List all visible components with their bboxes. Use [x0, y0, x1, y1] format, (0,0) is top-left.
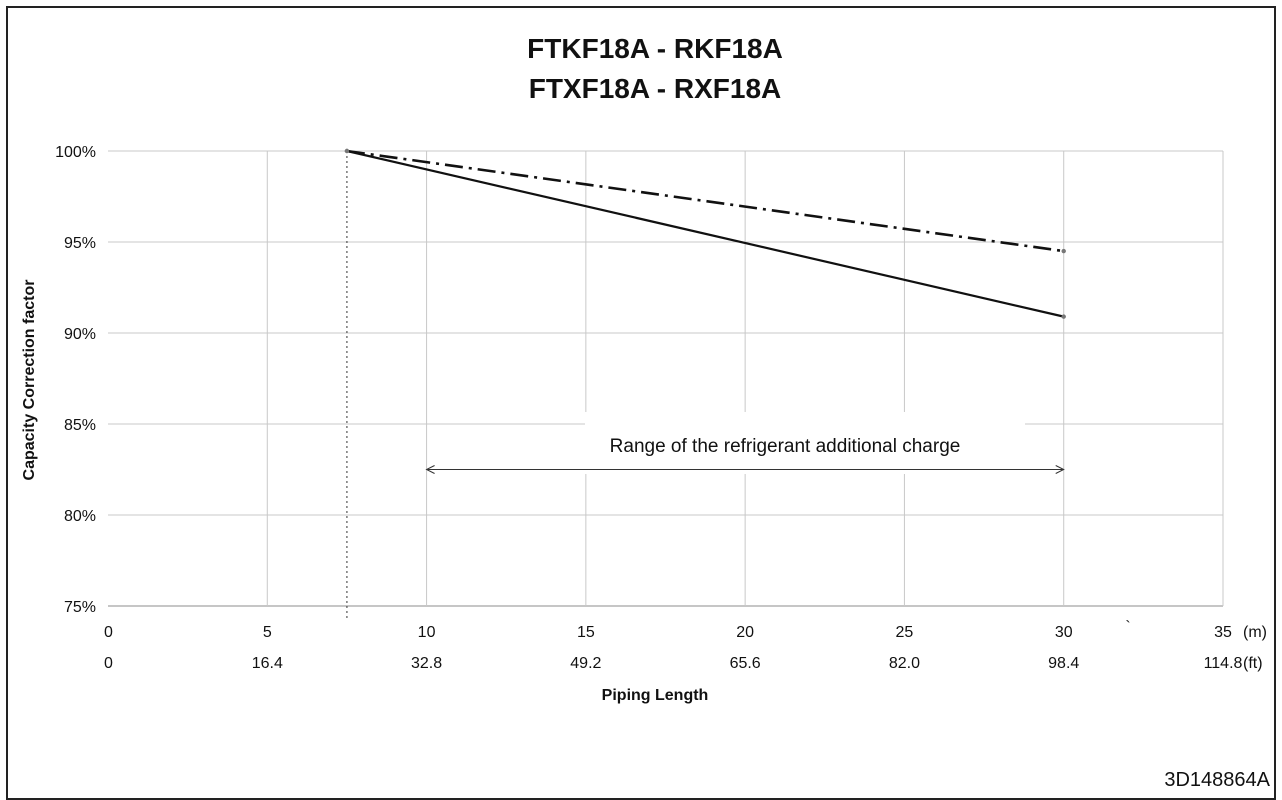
- x-unit-m: (m): [1243, 624, 1267, 641]
- chart-title-line-2: FTXF18A - RXF18A: [529, 73, 782, 104]
- x-tick-label-ft: 0: [104, 655, 113, 672]
- y-tick-label: 85%: [64, 417, 96, 434]
- series-line-solid: [346, 149, 1064, 318]
- x-tick-label-m: 0: [104, 624, 113, 641]
- x-tick-label-ft: 16.4: [252, 655, 283, 672]
- grid-layer: [108, 150, 1224, 618]
- y-axis-title: Capacity Correction factor: [21, 280, 38, 481]
- chart-title-line-1: FTKF18A - RKF18A: [527, 33, 783, 64]
- annotation-layer: Range of the refrigerant additional char…: [425, 412, 1065, 474]
- range-arrow-head-left: [425, 465, 435, 474]
- x-tick-label-ft: 114.8: [1204, 655, 1243, 672]
- series-point: [344, 148, 350, 154]
- x-tick-label-m: 15: [577, 624, 595, 641]
- label-layer: 75% 80% 85% 90% 95% 100% 0 0 5 16.4 10 32.8 15 49.2 20…: [55, 144, 1267, 672]
- x-tick-label-ft: 65.6: [730, 655, 761, 672]
- range-arrow-head-right: [1055, 465, 1065, 474]
- range-annotation-label: Range of the refrigerant additional char…: [610, 436, 961, 457]
- x-tick-label-ft: 98.4: [1048, 655, 1079, 672]
- x-tick-label-m: 5: [263, 624, 272, 641]
- x-unit-ft: (ft): [1243, 655, 1263, 672]
- x-tick-label-m: 35: [1214, 624, 1232, 641]
- x-tick-label-m: 10: [418, 624, 436, 641]
- x-tick-label-ft: 82.0: [889, 655, 920, 672]
- series-point: [1061, 314, 1066, 319]
- y-tick-label: 95%: [64, 235, 96, 252]
- x-tick-label-m: 30: [1055, 624, 1073, 641]
- x-tick-label-m: 25: [896, 624, 914, 641]
- y-tick-label: 80%: [64, 508, 96, 525]
- stray-mark: `: [1125, 619, 1130, 636]
- y-tick-label: 100%: [55, 144, 96, 161]
- series-point: [1061, 248, 1066, 254]
- y-tick-label: 75%: [64, 599, 96, 616]
- document-code: 3D148864A: [1164, 769, 1270, 791]
- x-tick-label-ft: 32.8: [411, 655, 442, 672]
- series-line-dash-dot: [346, 149, 1064, 253]
- x-tick-label-m: 20: [736, 624, 754, 641]
- y-tick-label: 90%: [64, 326, 96, 343]
- x-axis-title: Piping Length: [602, 687, 709, 704]
- chart-frame: [6, 6, 1276, 800]
- annotation-background: [585, 412, 1025, 474]
- series-layer: [344, 148, 1066, 319]
- x-tick-label-ft: 49.2: [570, 655, 601, 672]
